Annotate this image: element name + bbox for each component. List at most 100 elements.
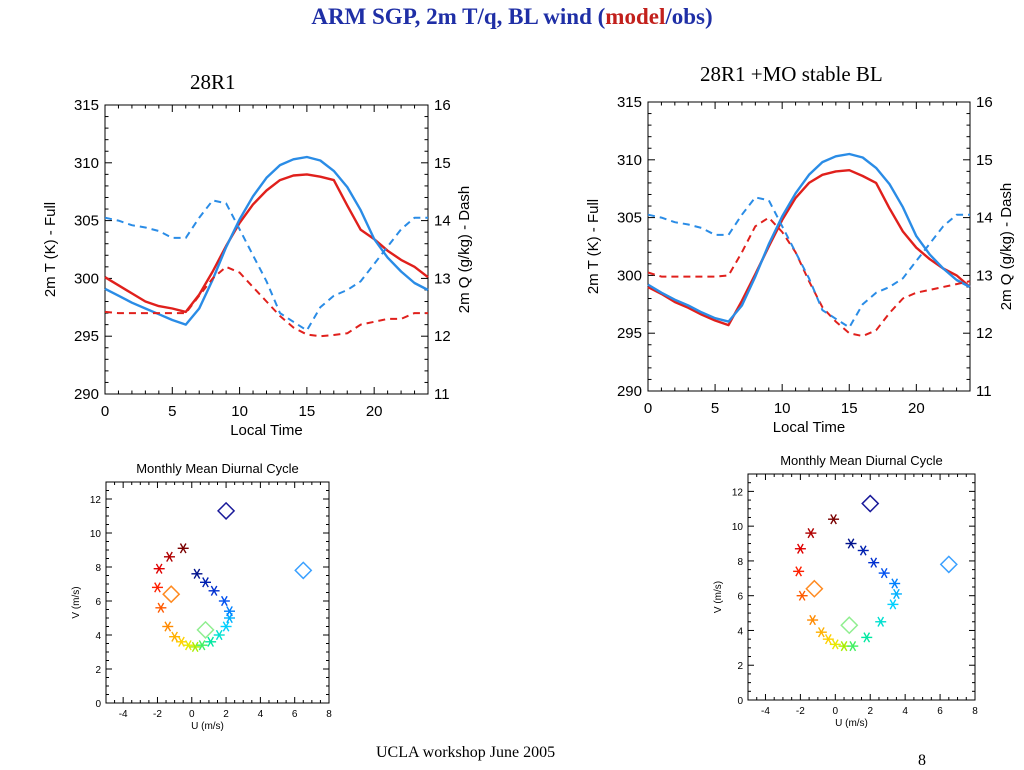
asterisk-stroke (191, 641, 199, 653)
model-wind-point (875, 616, 887, 627)
x-axis-label: Local Time (773, 419, 846, 436)
model-wind-point (887, 599, 899, 610)
slide-title: ARM SGP, 2m T/q, BL wind (model/obs) (0, 4, 1024, 30)
asterisk-stroke (164, 621, 172, 632)
y2-tick-label: 11 (976, 383, 992, 400)
asterisk-stroke (809, 614, 816, 626)
y-tick-label: 310 (74, 155, 99, 172)
y-tick-label: 315 (74, 97, 99, 114)
model-wind-point (805, 527, 817, 539)
asterisk-stroke (893, 588, 900, 600)
y2-tick-label: 12 (434, 328, 451, 345)
y2-axis-label: 2m Q (g/kg) - Dash (998, 183, 1015, 311)
y-tick-label: 290 (74, 386, 99, 403)
y-tick-label: 305 (617, 210, 642, 227)
model-wind-point (829, 639, 841, 650)
obs-wind-point (162, 585, 181, 604)
model-wind-point (847, 640, 859, 652)
asterisk-stroke (154, 582, 161, 593)
asterisk-stroke (798, 590, 806, 601)
y-tick-label: 295 (74, 328, 99, 345)
y2-tick-label: 15 (976, 152, 993, 169)
hodo-y-tick-label: 2 (95, 665, 101, 676)
asterisk-stroke (210, 585, 218, 596)
hodo-x-tick-label: 4 (258, 709, 264, 720)
hodo-y-tick-label: 4 (737, 626, 743, 637)
hodo-y-tick-label: 0 (95, 699, 101, 710)
y2-tick-label: 15 (434, 155, 451, 172)
model-temperature-line (647, 168, 971, 327)
x-tick-label: 0 (101, 403, 109, 420)
obs-wind-point (294, 561, 313, 580)
model-wind-point (151, 582, 163, 593)
asterisk-stroke (817, 627, 825, 638)
asterisk-stroke (155, 563, 163, 574)
y-tick-label: 315 (617, 94, 642, 111)
obs-humidity-line (104, 199, 428, 332)
hodo-x-tick-label: 6 (292, 709, 298, 720)
asterisk-stroke (226, 606, 233, 617)
asterisk-stroke (847, 538, 855, 549)
title-end: /obs) (665, 4, 713, 29)
model-wind-point (191, 568, 203, 579)
asterisk-stroke (863, 632, 871, 643)
asterisk-stroke (202, 577, 209, 588)
hodo-x-tick-label: -2 (153, 709, 162, 720)
model-wind-point (220, 621, 232, 632)
asterisk-stroke (157, 602, 165, 613)
hodograph-title: Monthly Mean Diurnal Cycle (136, 461, 299, 476)
asterisk-stroke (207, 636, 214, 647)
hodo-x-tick-label: 2 (867, 706, 873, 717)
model-wind-point (890, 588, 902, 600)
obs-wind-point (217, 501, 236, 520)
model-wind-point (807, 614, 819, 626)
obs-wind-point (196, 620, 215, 639)
obs-temperature-line (104, 155, 429, 326)
model-wind-point (815, 627, 827, 638)
model-wind-point (218, 595, 230, 607)
hodo-y-tick-label: 0 (737, 696, 743, 707)
asterisk-stroke (840, 640, 848, 652)
asterisk-stroke (184, 640, 192, 651)
hodo-y-axis-label: V (m/s) (713, 581, 724, 613)
asterisk-stroke (171, 631, 178, 642)
y-tick-label: 295 (617, 325, 642, 342)
asterisk-stroke (889, 599, 897, 610)
y-tick-label: 310 (617, 152, 642, 169)
hodo-y-tick-label: 12 (732, 487, 744, 498)
x-tick-label: 15 (841, 400, 858, 417)
model-wind-point (162, 621, 174, 632)
asterisk-stroke (178, 636, 185, 647)
hodo-y-tick-label: 12 (90, 495, 102, 506)
model-wind-point (828, 514, 840, 525)
asterisk-stroke (830, 514, 837, 525)
y2-tick-label: 16 (434, 97, 451, 114)
obs-wind-point (939, 555, 958, 574)
hodo-y-tick-label: 2 (737, 661, 743, 672)
asterisk-stroke (198, 640, 206, 651)
model-humidity-line (104, 265, 428, 338)
model-wind-point (793, 566, 805, 577)
asterisk-stroke (193, 568, 201, 579)
asterisk-stroke (221, 595, 228, 607)
model-wind-point (182, 640, 194, 651)
asterisk-stroke (795, 566, 802, 577)
model-wind-point (889, 578, 901, 589)
hodo-x-tick-label: -4 (761, 706, 770, 717)
hodo-x-axis-label: U (m/s) (191, 721, 224, 732)
hodo-y-tick-label: 4 (95, 631, 101, 642)
obs-wind-point (840, 616, 859, 635)
y2-tick-label: 14 (976, 210, 993, 227)
y2-tick-label: 13 (976, 267, 993, 284)
x-axis-label: Local Time (230, 422, 303, 439)
right-panel-title: 28R1 +MO stable BL (700, 62, 883, 86)
hodo-x-tick-label: 2 (223, 709, 229, 720)
footer-text: UCLA workshop June 2005 (376, 744, 556, 761)
hodo-y-tick-label: 6 (737, 592, 743, 603)
y2-tick-label: 12 (976, 325, 993, 342)
model-wind-point (822, 634, 834, 645)
title-highlight: model (605, 4, 666, 29)
asterisk-stroke (797, 543, 804, 554)
